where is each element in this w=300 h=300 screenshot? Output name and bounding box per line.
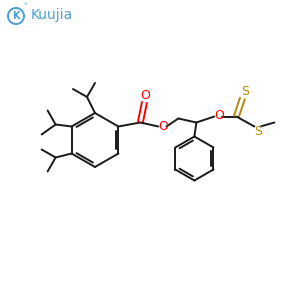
Text: O: O [158,120,168,133]
Text: O: O [214,109,224,122]
Text: S: S [242,85,249,98]
Text: K: K [12,11,20,21]
Text: O: O [140,89,150,102]
Text: S: S [254,125,262,138]
Text: Kuujia: Kuujia [31,8,73,22]
Text: °: ° [23,3,27,9]
